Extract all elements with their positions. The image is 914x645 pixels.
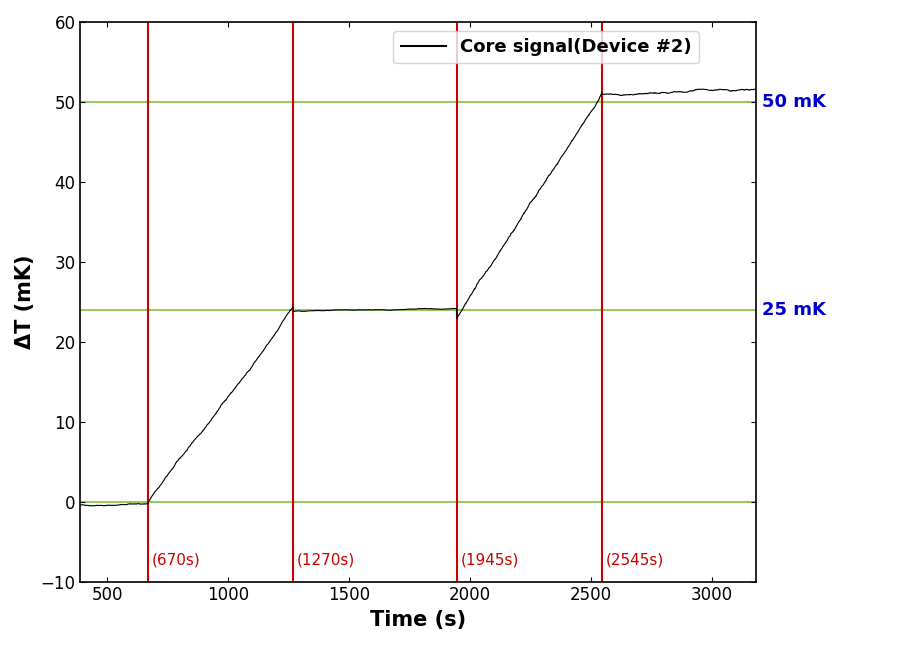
X-axis label: Time (s): Time (s) <box>370 610 466 630</box>
Text: (2545s): (2545s) <box>606 552 664 567</box>
Text: (1270s): (1270s) <box>297 552 356 567</box>
Text: 25 mK: 25 mK <box>761 301 825 319</box>
Text: 50 mK: 50 mK <box>761 93 825 111</box>
Text: (670s): (670s) <box>152 552 200 567</box>
Legend: Core signal(Device #2): Core signal(Device #2) <box>393 31 699 63</box>
Y-axis label: ΔT (mK): ΔT (mK) <box>15 255 35 349</box>
Text: (1945s): (1945s) <box>461 552 519 567</box>
